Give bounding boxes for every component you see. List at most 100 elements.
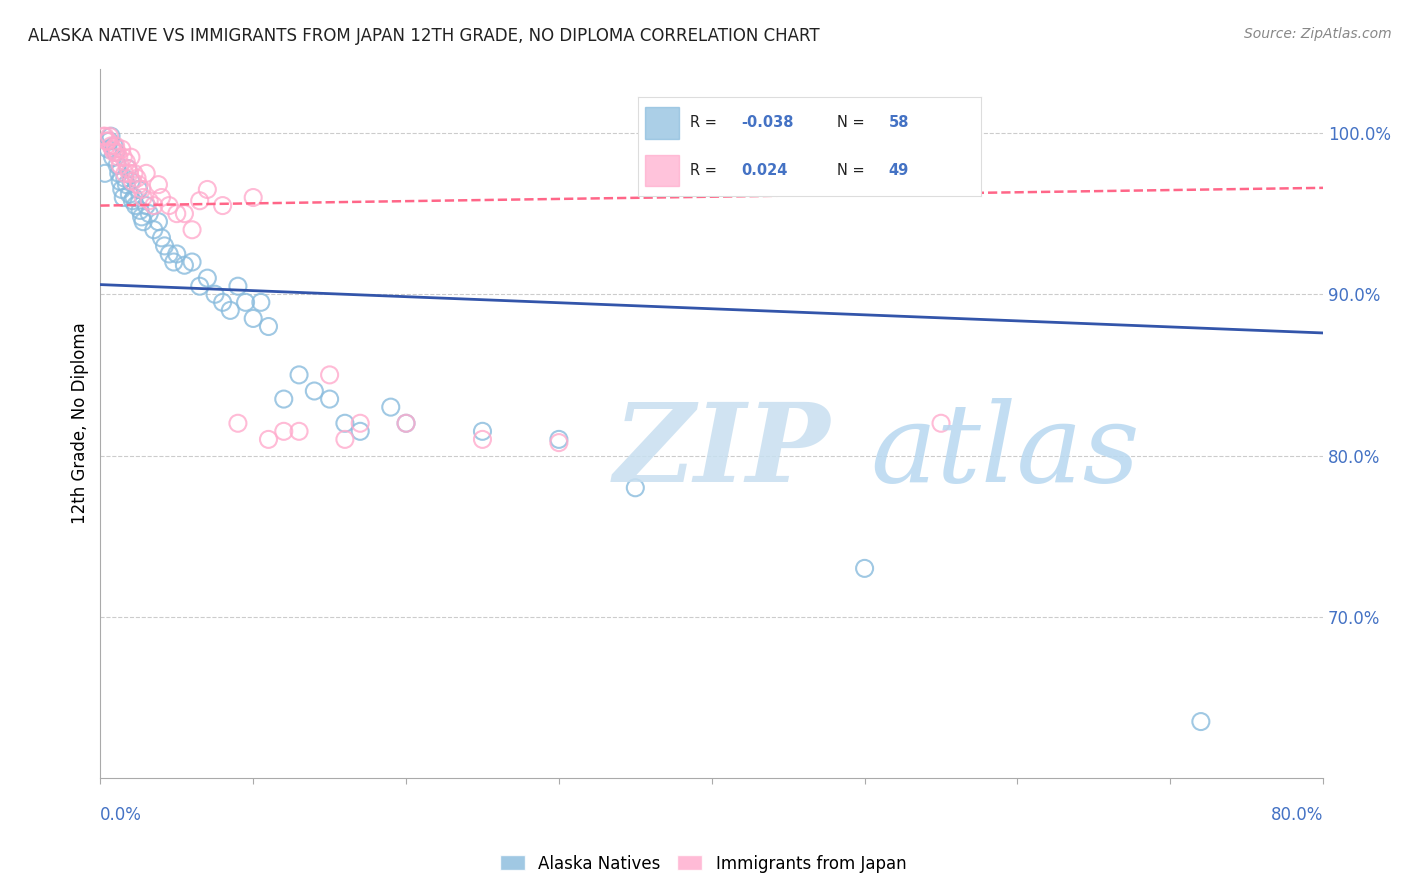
- Point: [105, 158, 128, 172]
- Legend: Alaska Natives, Immigrants from Japan: Alaska Natives, Immigrants from Japan: [494, 848, 912, 880]
- Point: [163, 255, 186, 269]
- Point: [395, 417, 418, 431]
- Point: [188, 194, 211, 208]
- Point: [250, 295, 273, 310]
- Point: [148, 215, 170, 229]
- Point: [142, 223, 165, 237]
- Point: [471, 425, 494, 439]
- Point: [100, 139, 122, 153]
- Point: [157, 198, 180, 212]
- Point: [121, 174, 143, 188]
- Point: [304, 384, 326, 398]
- Point: [211, 295, 233, 310]
- Point: [121, 194, 143, 208]
- Point: [333, 433, 356, 447]
- Point: [114, 166, 136, 180]
- Point: [624, 481, 647, 495]
- Point: [138, 194, 160, 208]
- Point: [98, 134, 121, 148]
- Point: [104, 139, 127, 153]
- Point: [929, 417, 952, 431]
- Point: [100, 129, 122, 144]
- Point: [124, 198, 146, 212]
- Point: [288, 368, 311, 382]
- Point: [131, 182, 153, 196]
- Point: [118, 166, 141, 180]
- Point: [96, 134, 118, 148]
- Point: [211, 198, 233, 212]
- Point: [349, 425, 371, 439]
- Point: [103, 145, 125, 160]
- Point: [395, 417, 418, 431]
- Point: [226, 279, 249, 293]
- Point: [117, 161, 139, 176]
- Point: [112, 150, 135, 164]
- Point: [105, 145, 128, 160]
- Point: [115, 155, 138, 169]
- Point: [349, 417, 371, 431]
- Point: [257, 319, 280, 334]
- Point: [195, 182, 218, 196]
- Point: [148, 178, 170, 192]
- Point: [181, 255, 204, 269]
- Point: [114, 171, 136, 186]
- Point: [150, 231, 173, 245]
- Point: [181, 223, 204, 237]
- Point: [318, 392, 340, 406]
- Point: [288, 425, 311, 439]
- Point: [257, 433, 280, 447]
- Point: [97, 142, 120, 156]
- Point: [103, 139, 125, 153]
- Point: [117, 161, 139, 176]
- Point: [242, 311, 264, 326]
- Point: [128, 182, 150, 196]
- Point: [273, 425, 295, 439]
- Point: [235, 295, 257, 310]
- Point: [132, 215, 155, 229]
- Point: [166, 247, 188, 261]
- Point: [135, 166, 157, 180]
- Point: [94, 166, 117, 180]
- Point: [333, 417, 356, 431]
- Point: [101, 142, 124, 156]
- Point: [118, 187, 141, 202]
- Point: [129, 203, 152, 218]
- Point: [380, 400, 402, 414]
- Point: [135, 198, 157, 212]
- Point: [120, 174, 142, 188]
- Point: [120, 150, 142, 164]
- Point: [166, 207, 188, 221]
- Point: [132, 190, 155, 204]
- Point: [157, 247, 180, 261]
- Point: [110, 174, 132, 188]
- Point: [128, 178, 150, 192]
- Point: [204, 287, 226, 301]
- Point: [104, 145, 127, 160]
- Point: [112, 190, 135, 204]
- Point: [853, 561, 876, 575]
- Point: [150, 190, 173, 204]
- Point: [471, 433, 494, 447]
- Point: [115, 178, 138, 192]
- Point: [110, 158, 132, 172]
- Point: [98, 129, 121, 144]
- Text: ZIP: ZIP: [614, 398, 831, 506]
- Point: [94, 129, 117, 144]
- Point: [242, 190, 264, 204]
- Point: [219, 303, 242, 318]
- Point: [138, 207, 160, 221]
- Text: atlas: atlas: [870, 398, 1140, 506]
- Y-axis label: 12th Grade, No Diploma: 12th Grade, No Diploma: [72, 322, 89, 524]
- Point: [125, 171, 148, 186]
- Point: [1189, 714, 1212, 729]
- Point: [195, 271, 218, 285]
- Point: [101, 150, 124, 164]
- Point: [548, 435, 571, 450]
- Point: [111, 142, 134, 156]
- Point: [173, 258, 195, 272]
- Point: [273, 392, 295, 406]
- Text: 80.0%: 80.0%: [1271, 806, 1323, 824]
- Text: 0.0%: 0.0%: [100, 806, 142, 824]
- Point: [122, 166, 145, 180]
- Point: [318, 368, 340, 382]
